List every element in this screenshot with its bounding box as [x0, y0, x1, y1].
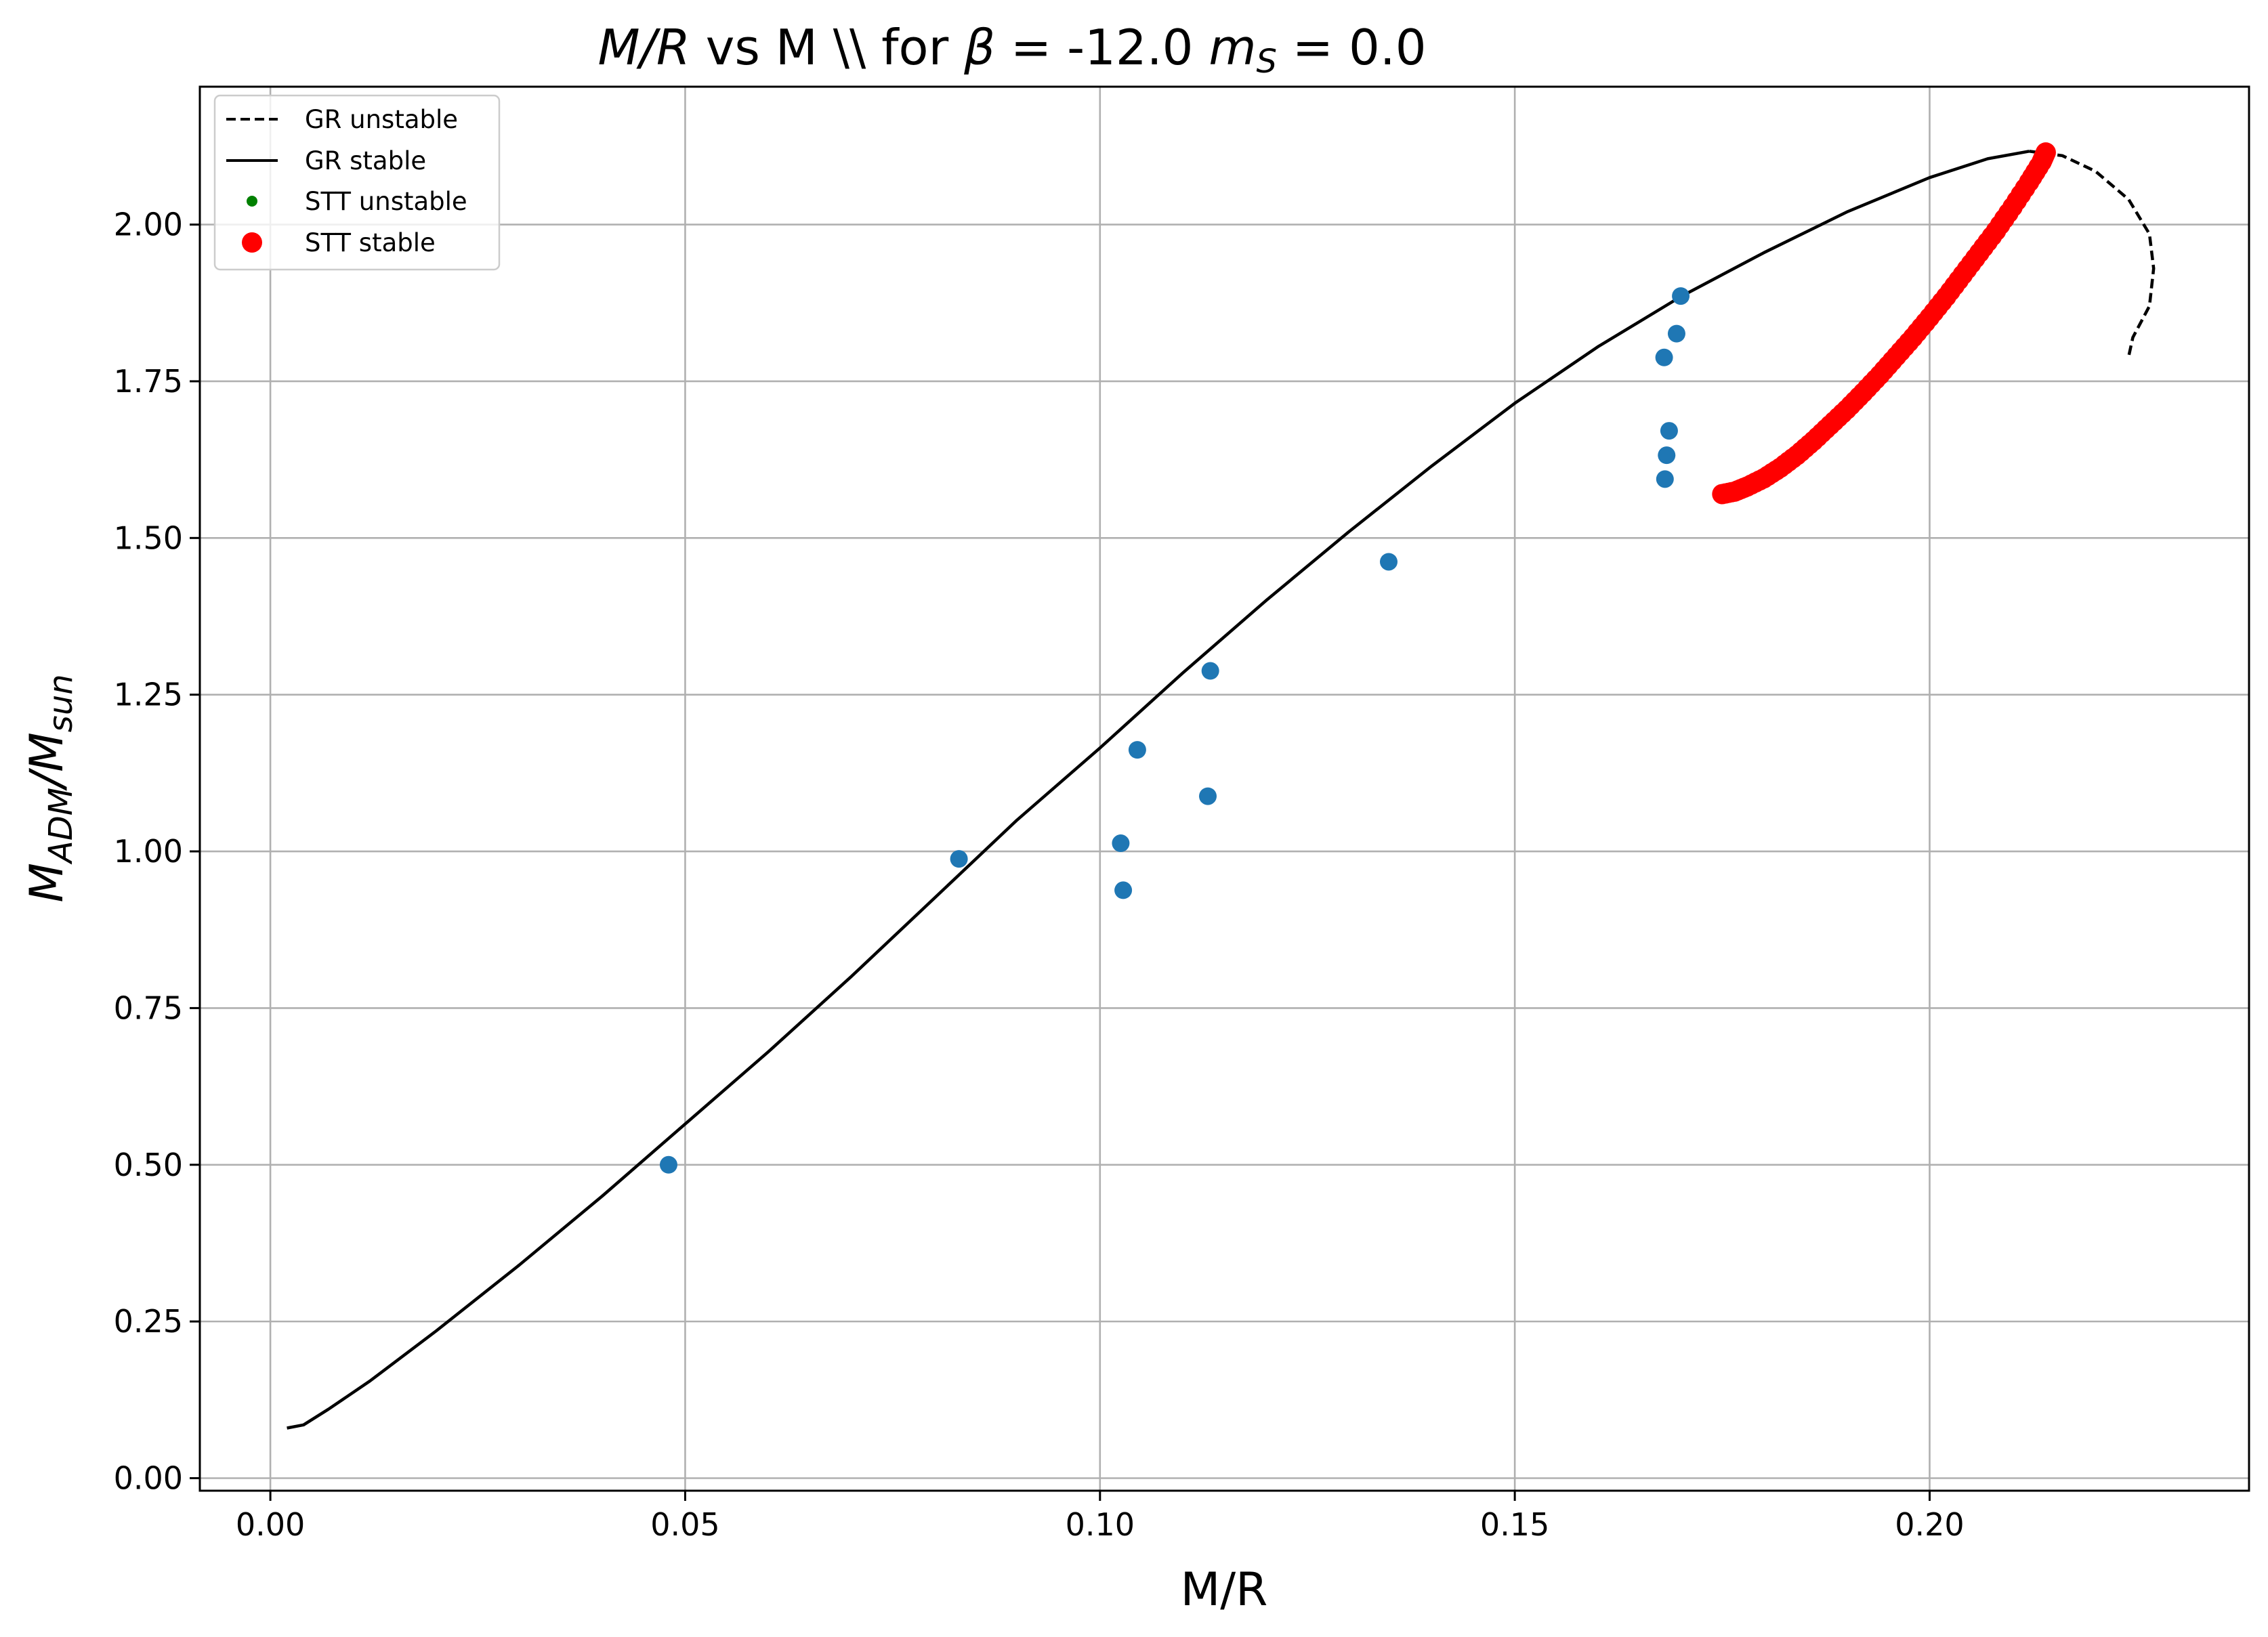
y-tick-label: 1.00: [114, 833, 183, 870]
blue-points-point: [950, 850, 968, 868]
y-tick-label: 1.25: [114, 677, 183, 713]
x-tick-label: 0.00: [236, 1506, 305, 1543]
legend: GR unstable GR stable STT unstable STT s…: [213, 94, 501, 271]
y-tick-label: 0.25: [114, 1303, 183, 1340]
blue-points-point: [1672, 287, 1690, 305]
gr-stable-line: [287, 150, 2030, 1430]
x-tick-label: 0.15: [1480, 1506, 1549, 1543]
blue-points-point: [1199, 787, 1217, 805]
grid-lines: [200, 87, 2249, 1491]
blue-points-point: [1667, 324, 1685, 343]
y-tick-label: 2.00: [114, 207, 183, 243]
blue-points-point: [1655, 348, 1673, 366]
legend-label-stt-stable: STT stable: [305, 228, 436, 257]
y-tick-label: 1.75: [114, 363, 183, 400]
y-tick-label: 1.50: [114, 519, 183, 556]
y-tick-label: 0.00: [114, 1460, 183, 1496]
blue-points-point: [1658, 446, 1676, 465]
plot-frame: [198, 85, 2250, 1492]
blue-points-point: [659, 1155, 677, 1174]
y-tick-label: 0.50: [114, 1147, 183, 1183]
x-tick-label: 0.20: [1895, 1506, 1964, 1543]
x-axis-label: M/R: [1181, 1563, 1268, 1617]
axis-ticks: 0.00 0.05 0.10 0.15 0.20 0.00 0.25 0.50 0.75 1.00…: [114, 207, 1965, 1543]
chart-title: M/R vs M \\ for β = -12.0 mS = 0.0: [597, 19, 1426, 81]
blue-points-point: [1656, 470, 1674, 488]
blue-points-point: [1112, 834, 1130, 853]
legend-label-gr-stable: GR stable: [305, 146, 426, 175]
blue-points-point: [1201, 662, 1219, 680]
legend-label-gr-unstable: GR unstable: [305, 105, 458, 134]
x-tick-label: 0.10: [1066, 1506, 1135, 1543]
blue-points-point: [1379, 553, 1398, 571]
legend-box: [213, 94, 501, 271]
blue-points-point: [1660, 422, 1678, 440]
stt-stable-point: [2035, 142, 2056, 163]
legend-marker-stt-unstable: [247, 196, 257, 207]
blue-points-point: [1114, 881, 1133, 899]
gr-unstable-line: [2029, 150, 2156, 357]
blue-points-point: [1128, 741, 1146, 759]
y-axis-label: MADM/Msun: [20, 674, 80, 902]
y-tick-label: 0.75: [114, 990, 183, 1026]
legend-label-stt-unstable: STT unstable: [305, 187, 467, 216]
legend-marker-stt-stable: [242, 232, 262, 253]
series-layer: [287, 142, 2156, 1430]
x-tick-label: 0.05: [650, 1506, 719, 1543]
